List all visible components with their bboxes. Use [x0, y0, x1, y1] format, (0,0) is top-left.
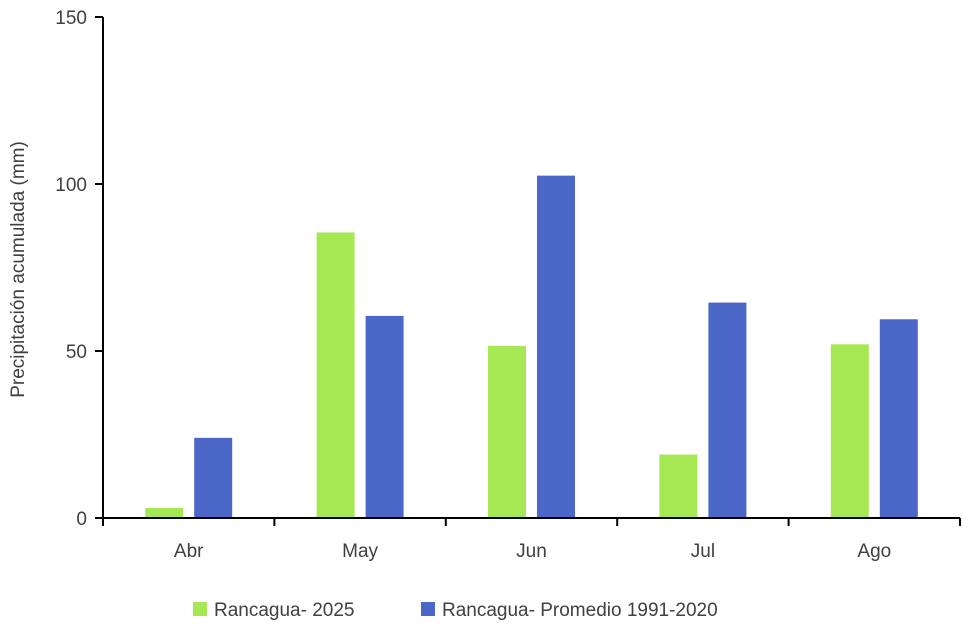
y-axis-title: Precipitación acumulada (mm) [8, 141, 29, 398]
y-tick-label: 100 [55, 175, 87, 196]
x-category-label: Jul [691, 541, 715, 562]
x-category-label: Ago [857, 541, 891, 562]
y-ticks-group: 0 50 100 150 [55, 8, 103, 530]
y-tick-label: 150 [55, 8, 87, 29]
bar-series-2 [708, 302, 747, 518]
legend-label: Rancagua- 2025 [214, 600, 355, 621]
legend-label: Rancagua- Promedio 1991-2020 [442, 600, 718, 621]
legend: Rancagua- 2025 Rancagua- Promedio 1991-20… [193, 600, 718, 621]
x-category-label: May [342, 541, 378, 562]
x-category-label: Jun [516, 541, 547, 562]
legend-swatch [421, 602, 435, 616]
bar-series-2 [537, 175, 575, 518]
x-ticks-group: Abr May Jun Jul Ago [102, 518, 961, 562]
x-category-label: Abr [174, 541, 204, 562]
bar-series-1 [488, 345, 526, 518]
bar-series-2 [365, 315, 404, 518]
bar-series-1 [145, 507, 184, 518]
bar-series-1 [316, 232, 355, 518]
y-tick-label: 0 [76, 509, 87, 530]
legend-swatch [193, 602, 207, 616]
bar-series-2 [879, 319, 918, 518]
y-tick-label: 50 [66, 342, 87, 363]
bar-series-1 [830, 344, 869, 518]
axes-group [95, 17, 960, 519]
bar-series-2 [194, 437, 233, 518]
bars-group [145, 175, 918, 518]
bar-series-1 [659, 454, 698, 518]
